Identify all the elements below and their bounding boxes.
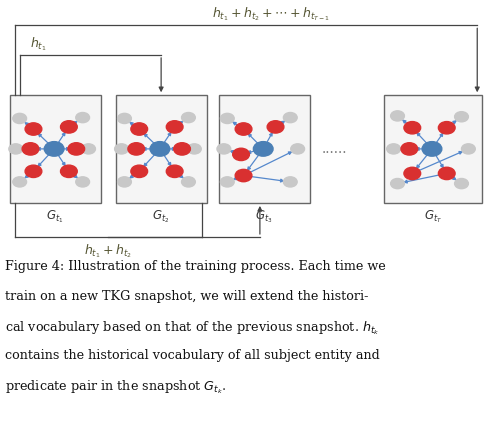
Ellipse shape [455, 112, 468, 122]
Ellipse shape [422, 142, 442, 156]
Ellipse shape [217, 144, 231, 154]
Text: ......: ...... [322, 142, 347, 156]
Ellipse shape [253, 142, 273, 156]
Ellipse shape [182, 113, 195, 123]
Bar [384, 95, 482, 203]
Text: cal vocabulary based on that of the previous snapshot. $h_{t_k}$: cal vocabulary based on that of the prev… [5, 319, 379, 337]
Ellipse shape [455, 179, 468, 189]
Ellipse shape [61, 121, 77, 133]
Text: Figure 4: Illustration of the training process. Each time we: Figure 4: Illustration of the training p… [5, 260, 386, 273]
Ellipse shape [387, 144, 400, 154]
Ellipse shape [76, 113, 90, 123]
Ellipse shape [13, 113, 27, 124]
Ellipse shape [44, 142, 64, 156]
Ellipse shape [267, 121, 284, 133]
Bar [219, 95, 310, 203]
Ellipse shape [82, 144, 95, 154]
Ellipse shape [401, 143, 418, 155]
Ellipse shape [391, 179, 404, 189]
Ellipse shape [115, 144, 128, 154]
Ellipse shape [235, 169, 252, 182]
Text: $G_{t_2}$: $G_{t_2}$ [152, 208, 170, 225]
Ellipse shape [233, 148, 249, 161]
Bar [116, 95, 207, 203]
Text: $h_{t_1}$: $h_{t_1}$ [30, 35, 46, 53]
Ellipse shape [438, 167, 455, 180]
Ellipse shape [25, 123, 42, 135]
Text: train on a new TKG snapshot, we will extend the histori-: train on a new TKG snapshot, we will ext… [5, 290, 369, 303]
Ellipse shape [13, 177, 27, 187]
Text: $h_{t_1} + h_{t_2} + \cdots + h_{t_{T-1}}$: $h_{t_1} + h_{t_2} + \cdots + h_{t_{T-1}… [212, 5, 330, 23]
Ellipse shape [291, 144, 305, 154]
Ellipse shape [461, 144, 475, 154]
Ellipse shape [404, 121, 421, 134]
Ellipse shape [118, 177, 131, 187]
Bar [10, 95, 101, 203]
Ellipse shape [166, 165, 183, 178]
Ellipse shape [438, 121, 455, 134]
Text: $G_{t_T}$: $G_{t_T}$ [424, 208, 442, 225]
Ellipse shape [283, 113, 297, 123]
Ellipse shape [220, 177, 234, 187]
Ellipse shape [283, 177, 297, 187]
Ellipse shape [235, 123, 252, 135]
Ellipse shape [182, 177, 195, 187]
Ellipse shape [22, 143, 39, 155]
Ellipse shape [187, 144, 201, 154]
Ellipse shape [61, 165, 77, 178]
Ellipse shape [76, 177, 90, 187]
Ellipse shape [391, 111, 404, 121]
Text: contains the historical vocabulary of all subject entity and: contains the historical vocabulary of al… [5, 349, 380, 362]
Text: $G_{t_3}$: $G_{t_3}$ [255, 208, 273, 225]
Ellipse shape [174, 143, 190, 155]
Ellipse shape [150, 142, 170, 156]
Ellipse shape [131, 165, 148, 178]
Ellipse shape [68, 143, 85, 155]
Text: $G_{t_1}$: $G_{t_1}$ [46, 208, 64, 225]
Text: $h_{t_1} + h_{t_2}$: $h_{t_1} + h_{t_2}$ [84, 242, 132, 260]
Ellipse shape [9, 144, 23, 154]
Ellipse shape [166, 121, 183, 133]
Ellipse shape [118, 113, 131, 124]
Ellipse shape [404, 167, 421, 180]
Ellipse shape [128, 143, 145, 155]
Ellipse shape [131, 123, 148, 135]
Ellipse shape [25, 165, 42, 178]
Text: predicate pair in the snapshot $G_{t_k}$.: predicate pair in the snapshot $G_{t_k}$… [5, 379, 226, 396]
Ellipse shape [220, 113, 234, 124]
